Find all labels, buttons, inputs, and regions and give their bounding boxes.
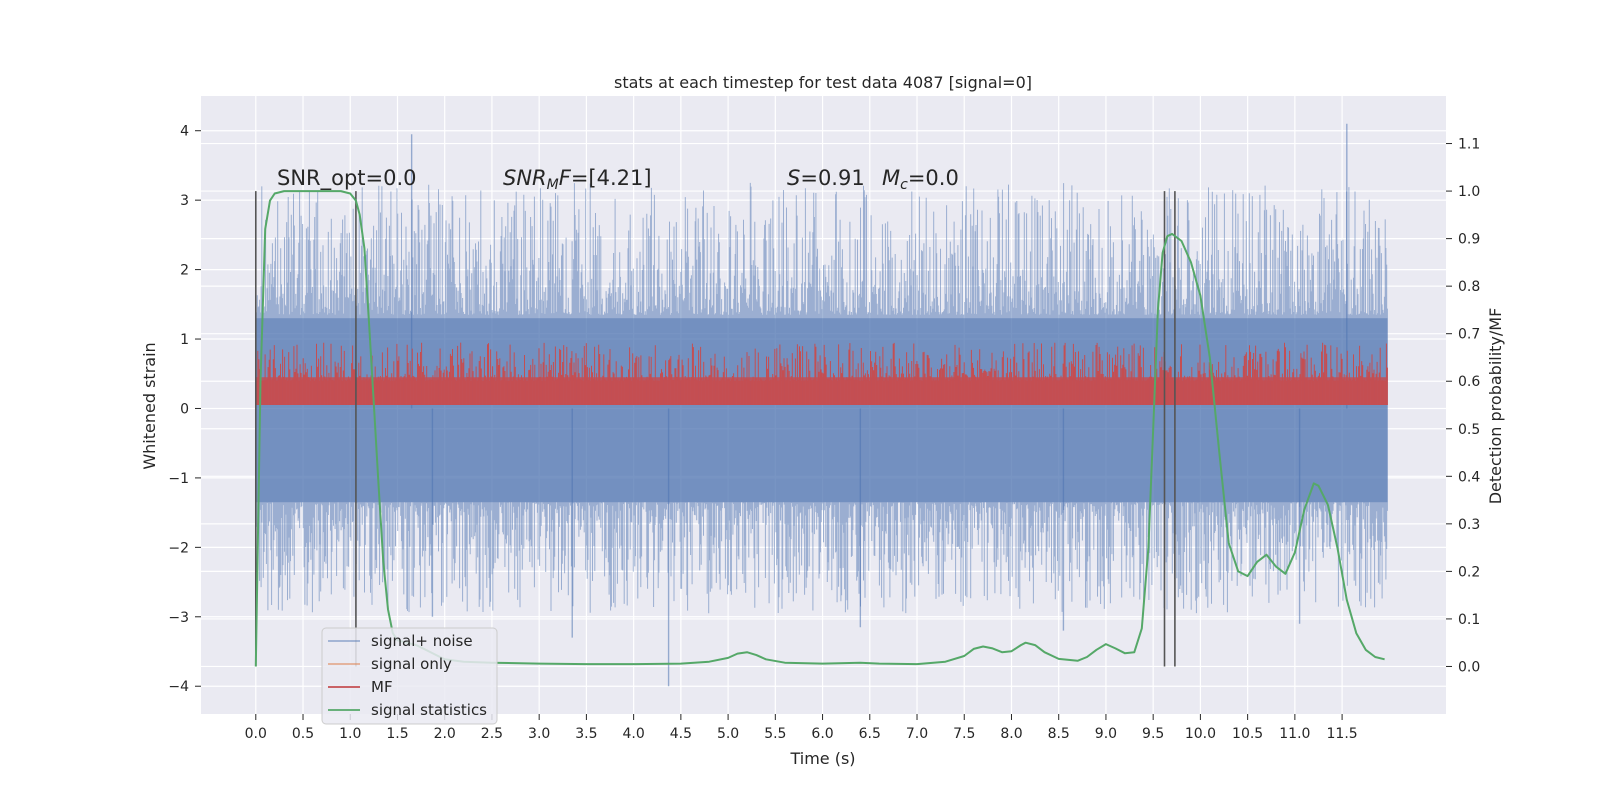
y2-tick-label: 0.4	[1458, 469, 1480, 485]
x-tick-label: 9.5	[1142, 726, 1164, 742]
y2-tick-label: 1.0	[1458, 184, 1480, 200]
y-ticks: 4 3 2 1 0 −1 −2 −3 −4	[168, 124, 201, 695]
y2-tick-label: 0.3	[1458, 517, 1480, 533]
vertical-markers	[254, 191, 1176, 667]
annotation-mc: Mc=0.0	[882, 166, 959, 193]
legend-label-mf: MF	[371, 678, 393, 696]
x-tick-label: 11.5	[1327, 726, 1358, 742]
y-tick-label: −4	[168, 679, 189, 695]
y-tick-label: 1	[180, 332, 189, 348]
y2-tick-label: 0.5	[1458, 422, 1480, 438]
y-tick-label: −1	[168, 471, 189, 487]
legend: signal+ noise signal only MF signal stat…	[321, 627, 498, 725]
y2-tick-label: 0.0	[1458, 659, 1480, 675]
y2-tick-label: 0.1	[1458, 612, 1480, 628]
x-tick-label: 10.0	[1185, 726, 1216, 742]
x-tick-label: 0.5	[292, 726, 314, 742]
x-tick-label: 4.0	[622, 726, 644, 742]
annotation-snr-mf: SNRMF=[4.21]	[503, 166, 652, 193]
y2-tick-label: 0.2	[1458, 564, 1480, 580]
annotation-snr-opt: SNR_opt=0.0	[277, 166, 417, 191]
chart-title: stats at each timestep for test data 408…	[614, 73, 1032, 92]
noise-series	[255, 123, 1388, 687]
y-tick-label: 0	[180, 401, 189, 417]
legend-label-signal-only: signal only	[371, 655, 452, 673]
y-tick-label: 3	[180, 193, 189, 209]
y2-tick-label: 0.6	[1458, 374, 1480, 390]
y2-tick-label: 1.1	[1458, 137, 1480, 153]
annotation-s: S=0.91	[787, 166, 865, 190]
x-tick-label: 0.0	[245, 726, 267, 742]
y-axis-label: Whitened strain	[140, 342, 159, 469]
mf-series	[255, 342, 1388, 405]
x-tick-label: 4.5	[670, 726, 692, 742]
x-tick-label: 2.5	[481, 726, 503, 742]
x-tick-label: 8.5	[1048, 726, 1070, 742]
x-tick-label: 5.0	[717, 726, 739, 742]
y2-ticks: 1.1 1.0 0.9 0.8 0.7 0.6 0.5 0.4 0.3 0.2 0.1 0.0	[1446, 137, 1480, 675]
x-tick-label: 2.0	[434, 726, 456, 742]
y-tick-label: −2	[168, 540, 189, 556]
y2-axis-label: Detection probability/MF	[1486, 308, 1505, 505]
x-tick-label: 1.0	[339, 726, 361, 742]
legend-label-signal-statistics: signal statistics	[371, 701, 487, 719]
y-tick-label: −3	[168, 610, 189, 626]
y2-tick-label: 0.9	[1458, 232, 1480, 248]
signal-statistics-series	[254, 190, 1385, 667]
x-tick-label: 8.0	[1000, 726, 1022, 742]
x-tick-label: 10.5	[1232, 726, 1263, 742]
y2-tick-label: 0.8	[1458, 279, 1480, 295]
legend-box	[321, 627, 498, 725]
x-tick-label: 1.5	[386, 726, 408, 742]
x-axis-label: Time (s)	[789, 749, 855, 768]
x-tick-label: 7.5	[953, 726, 975, 742]
x-tick-label: 7.0	[906, 726, 928, 742]
x-tick-label: 9.0	[1095, 726, 1117, 742]
x-tick-label: 6.5	[859, 726, 881, 742]
y-tick-label: 4	[180, 124, 189, 140]
y2-tick-label: 0.7	[1458, 327, 1480, 343]
legend-label-noise: signal+ noise	[371, 632, 473, 650]
x-ticks: 0.0 0.5 1.0 1.5 2.0 2.5 3.0 3.5 4.0 4.5 5.0 5.5 6.0 6…	[245, 714, 1358, 742]
x-tick-label: 11.0	[1279, 726, 1310, 742]
y-tick-label: 2	[180, 263, 189, 279]
x-tick-label: 6.0	[811, 726, 833, 742]
x-tick-label: 3.5	[575, 726, 597, 742]
x-tick-label: 5.5	[764, 726, 786, 742]
x-tick-label: 3.0	[528, 726, 550, 742]
signal-statistics-line	[254, 190, 1385, 667]
